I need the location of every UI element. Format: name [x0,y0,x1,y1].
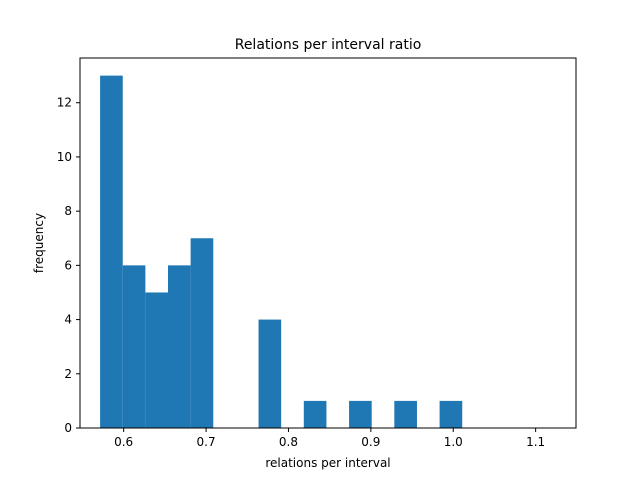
y-tick-label: 10 [57,150,72,164]
y-tick-label: 4 [64,313,72,327]
histogram-bar-2 [145,292,169,428]
x-axis-label: relations per interval [265,456,390,470]
chart-title: Relations per interval ratio [235,37,422,53]
y-axis-ticks: 0 2 4 6 8 10 12 [57,96,80,435]
histogram-bar-4 [190,238,214,428]
histogram-bar-0 [100,75,123,428]
plot-frame [79,57,577,429]
histogram-bar-7 [258,319,282,428]
x-axis-ticks: 0.6 0.7 0.8 0.9 1.0 1.1 [114,428,545,449]
x-tick-label: 0.8 [279,435,298,449]
y-tick-label: 8 [64,204,72,218]
histogram-bar-1 [122,265,146,428]
histogram-bar-9 [303,400,327,428]
histogram-bar-3 [168,265,191,428]
x-tick-label: 0.7 [197,435,216,449]
y-axis-label: frequency [32,213,46,273]
x-tick-label: 0.9 [361,435,380,449]
histogram-bar-15 [439,400,463,428]
histogram-bar-11 [349,400,372,428]
y-tick-label: 12 [57,96,72,110]
y-tick-label: 0 [64,421,72,435]
bars-group [100,75,463,428]
x-tick-label: 1.1 [526,435,545,449]
x-tick-label: 1.0 [444,435,463,449]
y-tick-label: 2 [64,367,72,381]
x-tick-label: 0.6 [114,435,133,449]
histogram-bar-13 [394,400,417,428]
y-tick-label: 6 [64,258,72,272]
